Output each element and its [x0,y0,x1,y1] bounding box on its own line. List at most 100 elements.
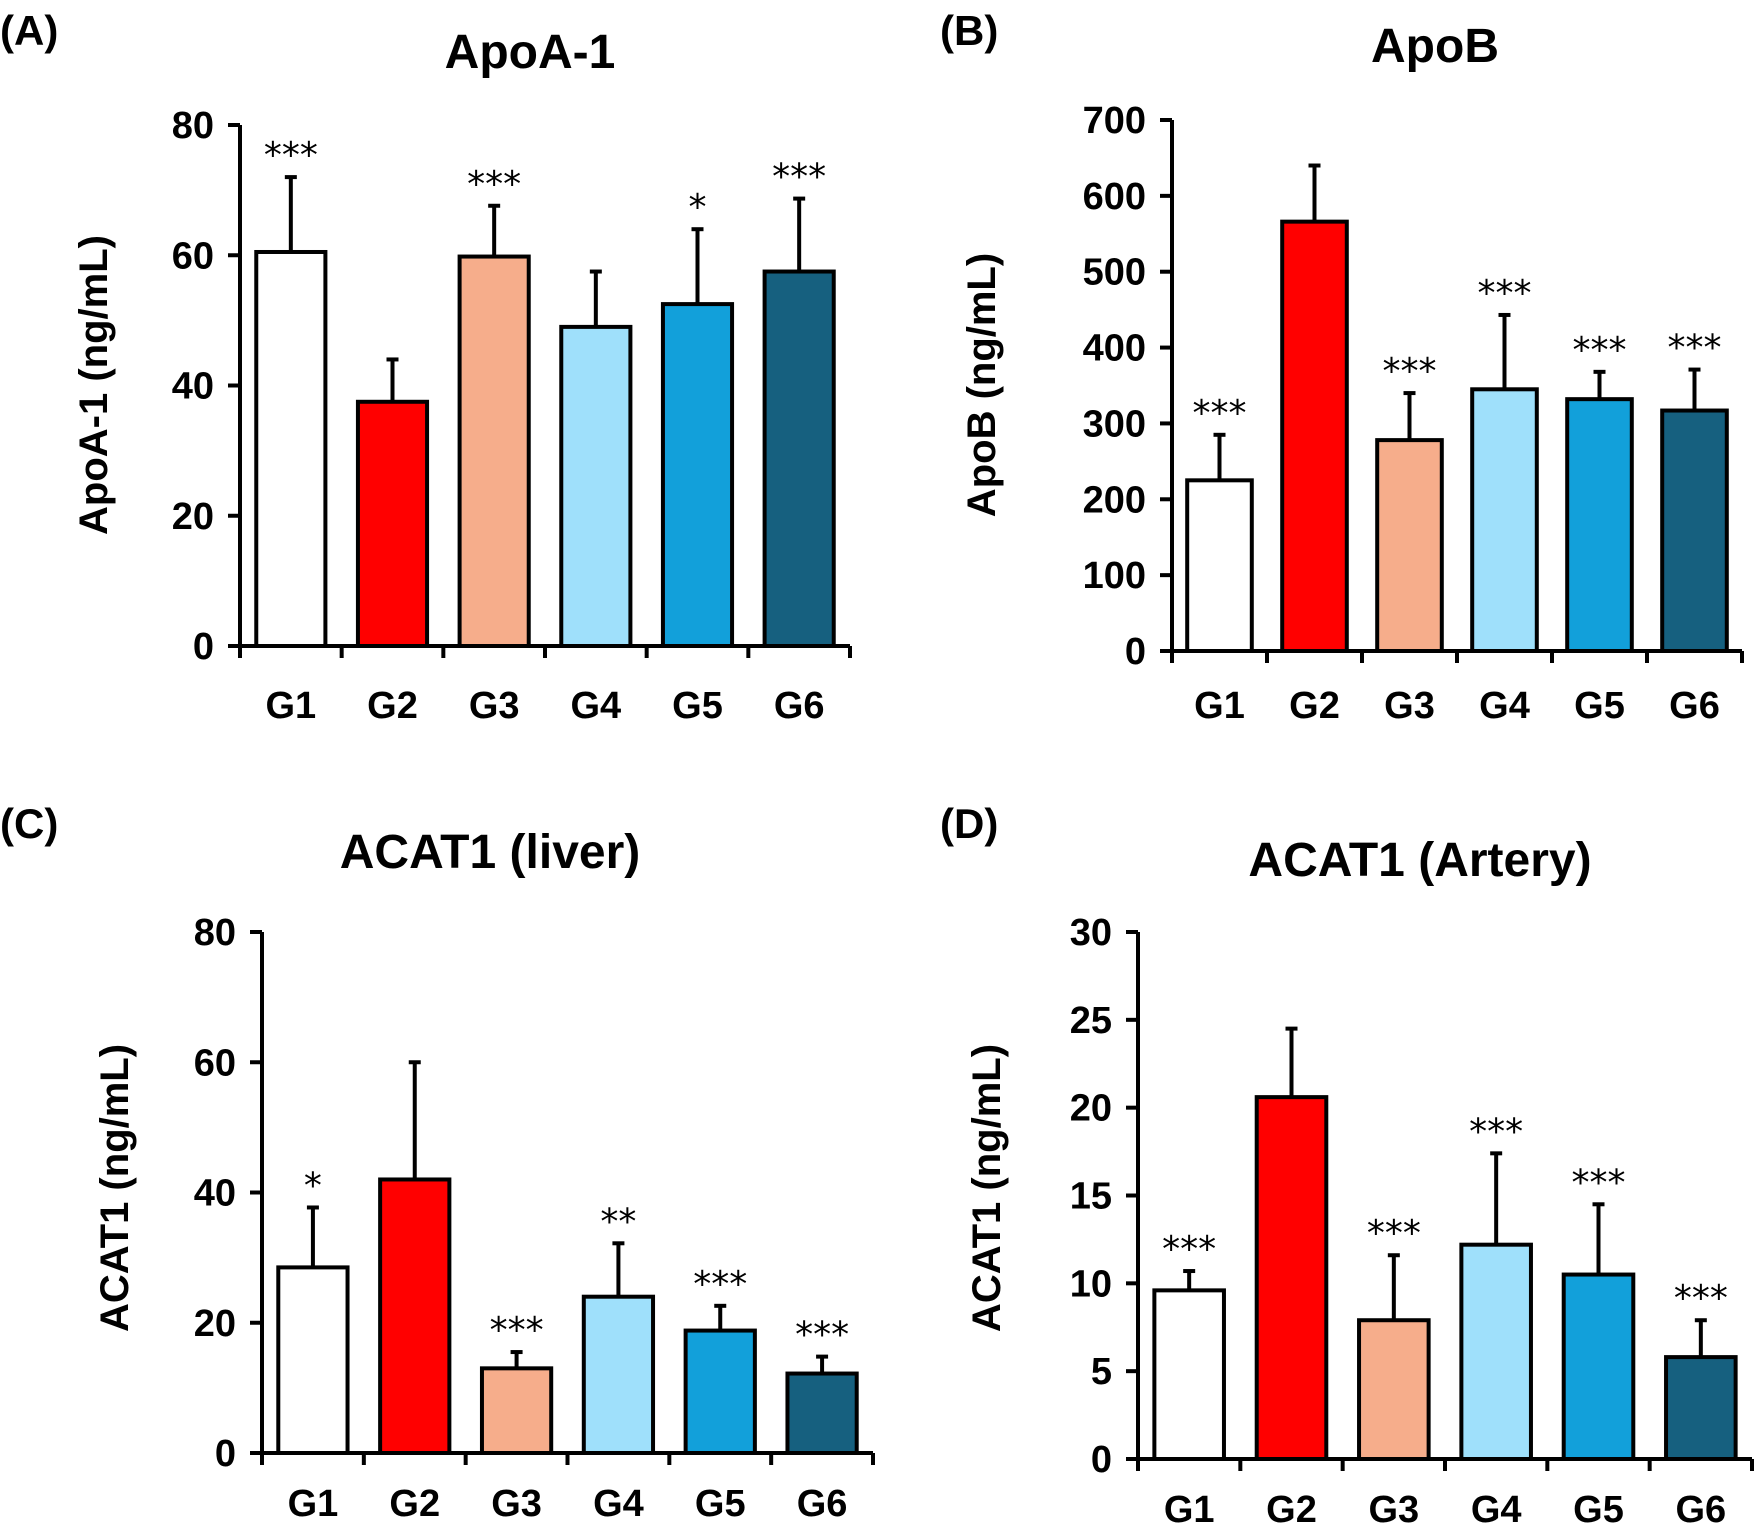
bar-g3 [1357,1318,1431,1462]
y-tick-label: 60 [172,235,214,277]
category-label: G3 [491,1483,542,1525]
significance-label: *** [1668,328,1722,369]
significance-label: * [304,1165,322,1206]
y-tick-label: 600 [1083,176,1146,218]
bar-g1 [254,249,328,648]
chart-title: ACAT1 (liver) [340,826,641,879]
bar-g3 [479,1366,554,1456]
category-label: G1 [288,1483,339,1525]
y-tick-label: 0 [215,1433,236,1475]
y-tick-label: 40 [194,1173,236,1215]
bar-g2 [1254,1095,1329,1462]
significance-label: *** [795,1315,849,1356]
category-label: G1 [265,685,316,727]
y-tick-label: 0 [1125,631,1146,673]
significance-label: *** [1674,1278,1728,1319]
significance-label: *** [1367,1213,1421,1254]
y-tick-label: 400 [1083,328,1146,370]
y-tick-label: 10 [1070,1263,1112,1305]
category-label: G5 [695,1483,746,1525]
bar-g6 [785,1371,859,1455]
y-tick-label: 80 [172,105,214,147]
bar-g4 [559,324,633,648]
significance-label: *** [264,135,318,176]
bar-g4 [1459,1242,1533,1461]
category-label: G6 [1675,1489,1726,1528]
category-label: G6 [797,1483,848,1525]
y-tick-label: 0 [1091,1439,1112,1481]
bar-g4 [1470,387,1539,653]
category-label: G3 [469,685,520,727]
significance-label: * [689,187,707,228]
chart-title: ApoA-1 [445,26,616,79]
category-label: G6 [774,685,825,727]
category-label: G2 [367,685,418,727]
bar-g2 [355,399,430,648]
chart-title: ACAT1 (Artery) [1248,834,1591,887]
y-axis-title: ApoB (ng/mL) [960,253,1004,517]
significance-label: *** [772,157,826,198]
y-axis-title: ACAT1 (ng/mL) [965,1044,1009,1332]
category-label: G4 [593,1483,644,1525]
category-label: G2 [1289,685,1340,727]
y-tick-label: 200 [1083,479,1146,521]
y-tick-label: 80 [194,912,236,954]
significance-label: ** [600,1201,636,1242]
bar-g5 [1565,397,1634,654]
y-tick-label: 15 [1070,1176,1112,1218]
y-tick-label: 30 [1070,912,1112,954]
panel-label: (B) [940,7,998,54]
category-label: G5 [1573,1489,1624,1528]
chart-title: ApoB [1371,20,1499,73]
y-tick-label: 20 [1070,1088,1112,1130]
y-tick-label: 100 [1083,555,1146,597]
y-tick-label: 5 [1091,1351,1112,1393]
significance-label: *** [1162,1229,1216,1270]
bar-g3 [457,254,531,648]
significance-label: *** [1193,393,1247,434]
bar-g6 [1664,1355,1738,1461]
chart-panel-3: (C) ACAT1 (liver) ACAT1 (ng/mL) 0 20 40 60 80 * G… [0,800,875,1525]
y-axis-title: ACAT1 (ng/mL) [93,1044,137,1332]
significance-label: *** [1469,1111,1523,1152]
bar-g2 [1280,219,1349,654]
chart-panel-4: (D) ACAT1 (Artery) ACAT1 (ng/mL) 0 5 10 15 20 25… [940,800,1754,1528]
y-tick-label: 60 [194,1042,236,1084]
panel-label: (D) [940,800,998,847]
bar-g1 [1152,1288,1226,1461]
y-tick-label: 20 [172,496,214,538]
bar-g6 [762,269,836,648]
category-label: G4 [1479,685,1530,727]
category-label: G5 [1574,685,1625,727]
bar-g2 [378,1177,452,1455]
y-tick-label: 300 [1083,403,1146,445]
significance-label: *** [693,1264,747,1305]
y-tick-label: 500 [1083,252,1146,294]
y-tick-label: 700 [1083,100,1146,142]
bar-g3 [1375,438,1444,654]
bar-g1 [276,1265,350,1456]
significance-label: *** [1572,1162,1626,1203]
category-label: G5 [672,685,723,727]
y-tick-label: 0 [193,626,214,668]
bar-g4 [581,1294,656,1455]
significance-label: *** [1478,273,1532,314]
panel-label: (A) [0,7,58,54]
category-label: G1 [1194,685,1245,727]
y-axis-title: ApoA-1 (ng/mL) [72,235,116,535]
y-tick-label: 25 [1070,1000,1112,1042]
category-label: G3 [1368,1489,1419,1528]
bar-g6 [1660,408,1729,654]
panel-label: (C) [0,800,58,847]
significance-label: *** [467,164,521,205]
category-label: G4 [1471,1489,1522,1528]
chart-panel-2: (B) ApoB ApoB (ng/mL) 0 100 200 300 400 500 600 70… [940,7,1744,727]
category-label: G2 [1266,1489,1317,1528]
category-label: G3 [1384,685,1435,727]
bar-g5 [1561,1272,1636,1462]
significance-label: *** [1573,330,1627,371]
category-label: G2 [389,1483,440,1525]
y-tick-label: 20 [194,1303,236,1345]
significance-label: *** [1383,351,1437,392]
